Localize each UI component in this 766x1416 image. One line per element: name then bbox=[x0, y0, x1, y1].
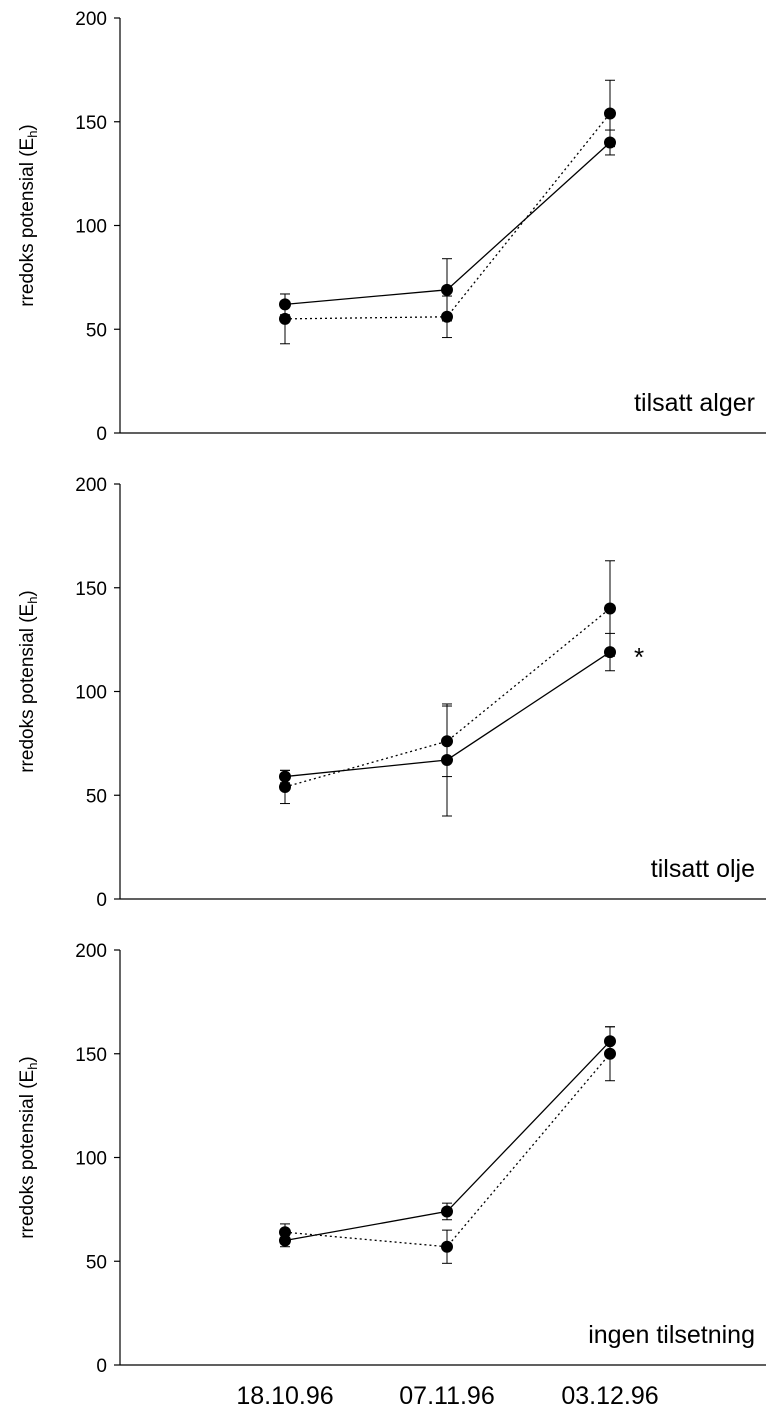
y-tick-label: 100 bbox=[75, 1149, 107, 1170]
data-point-dotted bbox=[279, 1226, 291, 1239]
panel-label: tilsatt olje bbox=[651, 855, 755, 883]
y-tick-label: 150 bbox=[75, 579, 107, 600]
y-axis-title: rredoks potensial (Eh) bbox=[17, 1056, 40, 1239]
y-axis-title: rredoks potensial (Eh) bbox=[17, 124, 40, 307]
data-point-dotted bbox=[604, 1047, 616, 1060]
series-line-dotted bbox=[284, 113, 611, 320]
y-tick-label: 150 bbox=[75, 113, 107, 134]
data-point-solid bbox=[279, 298, 291, 311]
data-point-dotted bbox=[604, 107, 616, 120]
data-point-solid bbox=[604, 1035, 616, 1048]
y-tick-label: 50 bbox=[86, 786, 107, 807]
y-tick-label: 200 bbox=[75, 941, 107, 962]
y-tick-label: 50 bbox=[86, 320, 107, 341]
y-axis-title-subscript: h bbox=[25, 131, 40, 138]
y-tick-label: 50 bbox=[86, 1252, 107, 1273]
data-point-solid bbox=[604, 136, 616, 149]
panel-2: 0 50 100 150 200 rredoks potensial (Eh) * tilsa… bbox=[17, 475, 766, 911]
y-tick-label: 200 bbox=[75, 9, 107, 30]
data-point-dotted bbox=[441, 310, 453, 323]
y-axis-title-subscript: h bbox=[25, 1063, 40, 1070]
data-point-dotted bbox=[441, 735, 453, 748]
y-axis-title-close: ) bbox=[17, 1056, 38, 1062]
y-tick-label: 0 bbox=[96, 890, 107, 911]
y-tick-label: 100 bbox=[75, 683, 107, 704]
data-point-solid bbox=[279, 1234, 291, 1247]
y-tick-label: 200 bbox=[75, 475, 107, 496]
panel-3: 0 50 100 150 200 rredoks potensial (Eh) ingen … bbox=[17, 941, 766, 1377]
data-point-solid bbox=[441, 283, 453, 296]
y-axis-title-close: ) bbox=[17, 124, 38, 130]
y-axis-title: rredoks potensial (Eh) bbox=[17, 590, 40, 773]
significance-marker: * bbox=[634, 642, 644, 672]
x-tick-label: 03.12.96 bbox=[561, 1382, 658, 1410]
y-axis-title-main: rredoks potensial (E bbox=[17, 1070, 38, 1239]
y-axis-title-main: rredoks potensial (E bbox=[17, 138, 38, 307]
y-tick-label: 100 bbox=[75, 217, 107, 238]
panel-1: 0 50 100 150 200 rredoks potensial (Eh) tilsat… bbox=[17, 9, 766, 445]
series-line-dotted bbox=[284, 607, 611, 788]
data-point-dotted bbox=[279, 312, 291, 325]
x-tick-label: 07.11.96 bbox=[399, 1382, 494, 1410]
series-line-dotted bbox=[284, 1053, 611, 1248]
x-tick-label: 18.10.96 bbox=[236, 1382, 333, 1410]
data-point-solid bbox=[441, 1205, 453, 1218]
panel-label: ingen tilsetning bbox=[588, 1321, 755, 1349]
panel-label: tilsatt alger bbox=[634, 389, 755, 417]
y-tick-label: 150 bbox=[75, 1045, 107, 1066]
y-axis-title-close: ) bbox=[17, 590, 38, 596]
data-point-solid bbox=[441, 753, 453, 766]
y-tick-label: 0 bbox=[96, 424, 107, 445]
data-point-solid bbox=[279, 770, 291, 783]
y-axis-title-subscript: h bbox=[25, 597, 40, 604]
data-point-dotted bbox=[441, 1240, 453, 1253]
data-point-dotted bbox=[279, 780, 291, 793]
data-point-dotted bbox=[604, 602, 616, 615]
y-axis-title-main: rredoks potensial (E bbox=[17, 604, 38, 773]
y-tick-label: 0 bbox=[96, 1356, 107, 1377]
data-point-solid bbox=[604, 646, 616, 659]
